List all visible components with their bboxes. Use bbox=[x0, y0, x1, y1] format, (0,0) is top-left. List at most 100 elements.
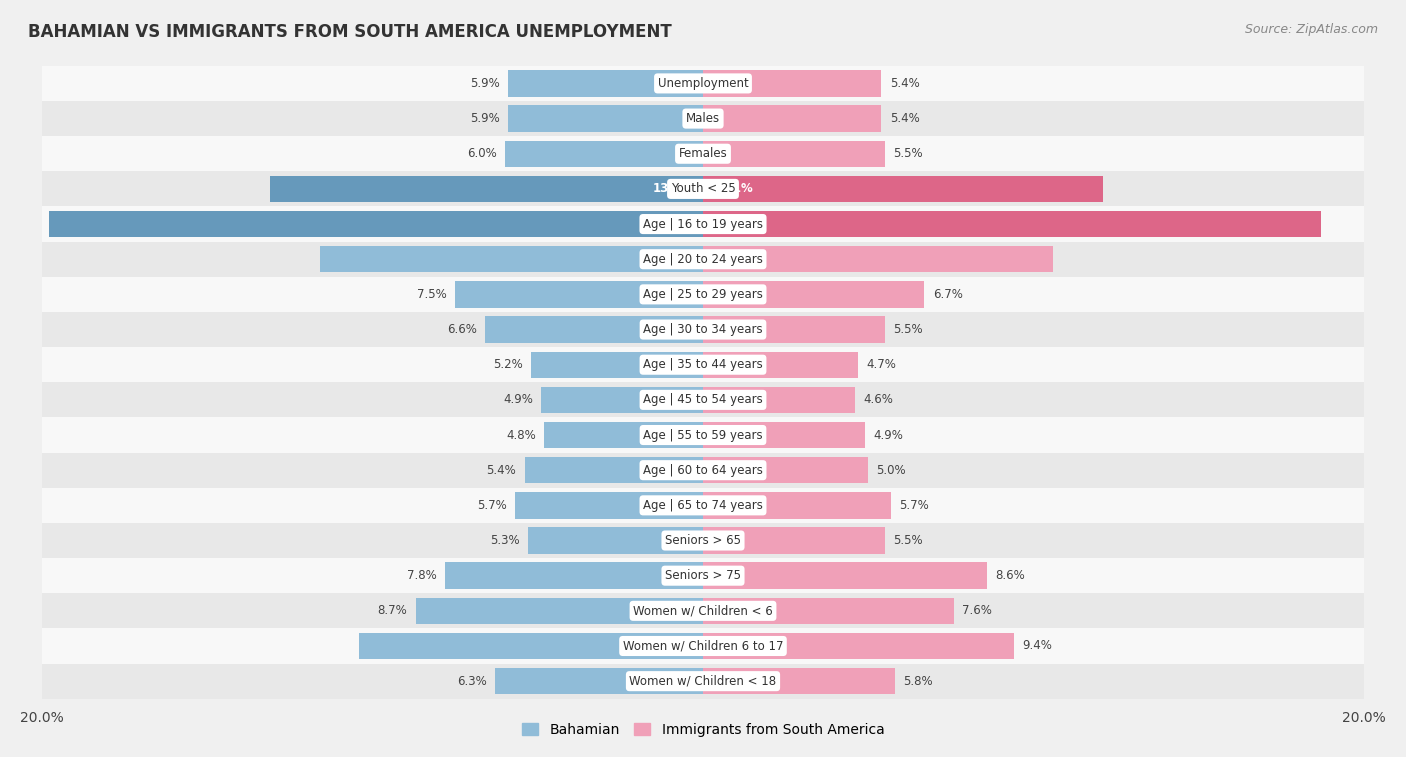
Bar bbox=[42, 593, 1364, 628]
Bar bbox=[703, 70, 882, 97]
Text: Age | 25 to 29 years: Age | 25 to 29 years bbox=[643, 288, 763, 301]
Bar bbox=[270, 176, 703, 202]
Bar bbox=[42, 241, 1364, 277]
Text: Males: Males bbox=[686, 112, 720, 125]
Text: BAHAMIAN VS IMMIGRANTS FROM SOUTH AMERICA UNEMPLOYMENT: BAHAMIAN VS IMMIGRANTS FROM SOUTH AMERIC… bbox=[28, 23, 672, 41]
Bar bbox=[508, 105, 703, 132]
Text: 4.9%: 4.9% bbox=[503, 394, 533, 407]
Bar bbox=[703, 422, 865, 448]
Text: 4.8%: 4.8% bbox=[506, 428, 536, 441]
Bar bbox=[49, 211, 703, 237]
Text: 5.9%: 5.9% bbox=[470, 112, 499, 125]
Text: Women w/ Children < 6: Women w/ Children < 6 bbox=[633, 604, 773, 617]
Text: 6.7%: 6.7% bbox=[932, 288, 963, 301]
Bar bbox=[703, 387, 855, 413]
Bar bbox=[703, 211, 1320, 237]
Bar bbox=[42, 277, 1364, 312]
Text: 8.6%: 8.6% bbox=[995, 569, 1025, 582]
Text: 5.7%: 5.7% bbox=[900, 499, 929, 512]
Text: 6.3%: 6.3% bbox=[457, 674, 486, 687]
Bar bbox=[515, 492, 703, 519]
Bar bbox=[703, 597, 955, 624]
Text: Age | 16 to 19 years: Age | 16 to 19 years bbox=[643, 217, 763, 231]
Bar bbox=[446, 562, 703, 589]
Bar bbox=[42, 488, 1364, 523]
Text: 4.6%: 4.6% bbox=[863, 394, 893, 407]
Text: 11.6%: 11.6% bbox=[652, 253, 693, 266]
Bar bbox=[703, 528, 884, 553]
Text: Source: ZipAtlas.com: Source: ZipAtlas.com bbox=[1244, 23, 1378, 36]
Text: 5.8%: 5.8% bbox=[903, 674, 932, 687]
Bar bbox=[703, 562, 987, 589]
Text: 12.1%: 12.1% bbox=[713, 182, 754, 195]
Text: Age | 35 to 44 years: Age | 35 to 44 years bbox=[643, 358, 763, 371]
Text: 6.0%: 6.0% bbox=[467, 148, 496, 160]
Text: 5.2%: 5.2% bbox=[494, 358, 523, 371]
Bar bbox=[531, 351, 703, 378]
Text: 5.9%: 5.9% bbox=[470, 77, 499, 90]
Bar bbox=[703, 246, 1053, 273]
Text: 19.8%: 19.8% bbox=[652, 217, 693, 231]
Text: 7.5%: 7.5% bbox=[418, 288, 447, 301]
Bar bbox=[703, 492, 891, 519]
Bar bbox=[703, 176, 1102, 202]
Bar bbox=[541, 387, 703, 413]
Text: 5.7%: 5.7% bbox=[477, 499, 506, 512]
Text: Women w/ Children 6 to 17: Women w/ Children 6 to 17 bbox=[623, 640, 783, 653]
Bar bbox=[42, 417, 1364, 453]
Text: Age | 45 to 54 years: Age | 45 to 54 years bbox=[643, 394, 763, 407]
Bar bbox=[703, 351, 858, 378]
Text: Age | 55 to 59 years: Age | 55 to 59 years bbox=[643, 428, 763, 441]
Bar bbox=[42, 628, 1364, 664]
Text: 9.4%: 9.4% bbox=[1022, 640, 1052, 653]
Bar bbox=[703, 141, 884, 167]
Bar bbox=[508, 70, 703, 97]
Text: 10.4%: 10.4% bbox=[652, 640, 693, 653]
Bar bbox=[485, 316, 703, 343]
Bar bbox=[703, 105, 882, 132]
Bar bbox=[505, 141, 703, 167]
Bar bbox=[42, 66, 1364, 101]
Text: Age | 65 to 74 years: Age | 65 to 74 years bbox=[643, 499, 763, 512]
Bar bbox=[42, 382, 1364, 417]
Text: Youth < 25: Youth < 25 bbox=[671, 182, 735, 195]
Text: Females: Females bbox=[679, 148, 727, 160]
Bar bbox=[527, 528, 703, 553]
Bar bbox=[703, 281, 924, 307]
Text: Age | 60 to 64 years: Age | 60 to 64 years bbox=[643, 464, 763, 477]
Bar bbox=[524, 457, 703, 484]
Text: 4.7%: 4.7% bbox=[866, 358, 897, 371]
Text: 5.0%: 5.0% bbox=[876, 464, 905, 477]
Bar bbox=[42, 207, 1364, 241]
Bar bbox=[703, 668, 894, 694]
Text: Seniors > 75: Seniors > 75 bbox=[665, 569, 741, 582]
Bar bbox=[544, 422, 703, 448]
Bar bbox=[495, 668, 703, 694]
Text: 5.4%: 5.4% bbox=[890, 112, 920, 125]
Text: 6.6%: 6.6% bbox=[447, 323, 477, 336]
Bar bbox=[319, 246, 703, 273]
Bar bbox=[42, 136, 1364, 171]
Text: 18.7%: 18.7% bbox=[713, 217, 754, 231]
Text: 13.1%: 13.1% bbox=[652, 182, 693, 195]
Text: 8.7%: 8.7% bbox=[378, 604, 408, 617]
Bar bbox=[42, 664, 1364, 699]
Text: Age | 20 to 24 years: Age | 20 to 24 years bbox=[643, 253, 763, 266]
Text: 10.6%: 10.6% bbox=[713, 253, 754, 266]
Bar bbox=[42, 523, 1364, 558]
Text: 7.8%: 7.8% bbox=[408, 569, 437, 582]
Bar bbox=[42, 312, 1364, 347]
Bar bbox=[456, 281, 703, 307]
Bar bbox=[42, 171, 1364, 207]
Text: 5.4%: 5.4% bbox=[890, 77, 920, 90]
Text: 7.6%: 7.6% bbox=[962, 604, 993, 617]
Bar bbox=[360, 633, 703, 659]
Bar bbox=[42, 453, 1364, 488]
Text: 5.3%: 5.3% bbox=[491, 534, 520, 547]
Bar bbox=[42, 101, 1364, 136]
Bar bbox=[703, 316, 884, 343]
Bar bbox=[416, 597, 703, 624]
Text: Seniors > 65: Seniors > 65 bbox=[665, 534, 741, 547]
Bar bbox=[42, 347, 1364, 382]
Legend: Bahamian, Immigrants from South America: Bahamian, Immigrants from South America bbox=[516, 717, 890, 742]
